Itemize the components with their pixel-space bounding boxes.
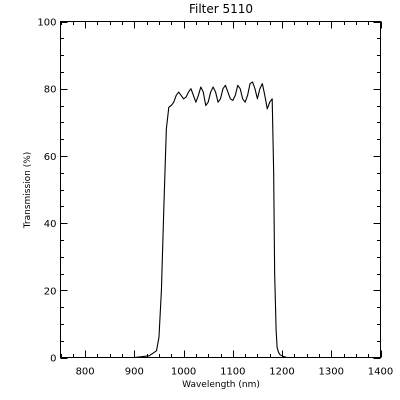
x-tick-label: 800 (76, 367, 95, 378)
x-tick-label: 1100 (220, 367, 245, 378)
x-tick-label: 1400 (368, 367, 393, 378)
x-tick-label: 1200 (269, 367, 294, 378)
tick-labels-layer: 800 900 1000 1100 1200 1300 1400 0 20 40 60 80 100 (37, 18, 393, 378)
x-tick-label: 900 (125, 367, 144, 378)
y-tick-label: 20 (44, 286, 57, 297)
y-tick-label: 60 (44, 152, 57, 163)
transmission-curve-0 (60, 81, 381, 359)
series-layer (60, 81, 381, 359)
y-tick-label: 40 (44, 219, 57, 230)
x-tick-label: 1000 (171, 367, 196, 378)
y-axis-label: Transmission (%) (23, 152, 33, 230)
ticks-layer (60, 21, 382, 359)
x-tick-label: 1300 (319, 367, 344, 378)
plot-frame (60, 21, 381, 358)
chart-title: Filter 5110 (189, 2, 253, 16)
y-tick-label: 100 (37, 18, 56, 29)
x-axis-label: Wavelength (nm) (182, 380, 260, 390)
y-tick-label: 0 (50, 354, 56, 365)
y-tick-label: 80 (44, 85, 57, 96)
